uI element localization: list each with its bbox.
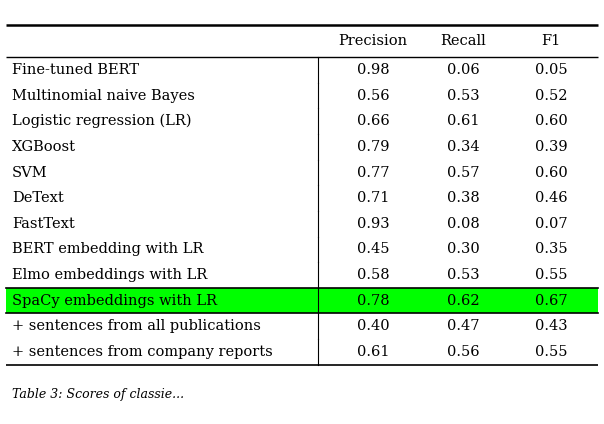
Text: Logistic regression (LR): Logistic regression (LR) [12, 114, 191, 128]
Text: Table 3: Scores of classie...: Table 3: Scores of classie... [12, 388, 184, 401]
Text: 0.66: 0.66 [356, 114, 390, 128]
Text: 0.62: 0.62 [447, 293, 480, 307]
Text: + sentences from all publications: + sentences from all publications [12, 319, 261, 333]
Text: 0.61: 0.61 [357, 345, 389, 359]
Text: 0.39: 0.39 [535, 140, 568, 154]
Text: 0.43: 0.43 [535, 319, 568, 333]
Text: 0.56: 0.56 [356, 89, 390, 103]
Text: 0.55: 0.55 [535, 268, 567, 282]
Text: 0.60: 0.60 [535, 165, 568, 179]
Bar [6, 288, 598, 313]
Text: 0.98: 0.98 [356, 63, 390, 77]
Text: 0.52: 0.52 [535, 89, 567, 103]
Text: + sentences from company reports: + sentences from company reports [12, 345, 273, 359]
Text: 0.93: 0.93 [356, 217, 390, 231]
Text: 0.53: 0.53 [447, 268, 480, 282]
Text: 0.77: 0.77 [357, 165, 389, 179]
Text: 0.46: 0.46 [535, 191, 568, 205]
Text: SpaCy embeddings with LR: SpaCy embeddings with LR [12, 293, 217, 307]
Text: 0.40: 0.40 [356, 319, 390, 333]
Text: 0.71: 0.71 [357, 191, 389, 205]
Text: 0.34: 0.34 [447, 140, 480, 154]
Text: 0.78: 0.78 [356, 293, 390, 307]
Text: 0.55: 0.55 [535, 345, 567, 359]
Text: BERT embedding with LR: BERT embedding with LR [12, 243, 204, 257]
Text: SVM: SVM [12, 165, 48, 179]
Text: 0.53: 0.53 [447, 89, 480, 103]
Text: FastText: FastText [12, 217, 75, 231]
Text: 0.05: 0.05 [535, 63, 568, 77]
Text: F1: F1 [542, 34, 561, 48]
Text: 0.60: 0.60 [535, 114, 568, 128]
Text: Recall: Recall [441, 34, 486, 48]
Text: Multinomial naive Bayes: Multinomial naive Bayes [12, 89, 195, 103]
Text: 0.30: 0.30 [447, 243, 480, 257]
Text: 0.07: 0.07 [535, 217, 568, 231]
Text: Elmo embeddings with LR: Elmo embeddings with LR [12, 268, 207, 282]
Text: 0.67: 0.67 [535, 293, 568, 307]
Text: 0.56: 0.56 [447, 345, 480, 359]
Text: 0.47: 0.47 [448, 319, 480, 333]
Text: 0.38: 0.38 [447, 191, 480, 205]
Text: 0.08: 0.08 [447, 217, 480, 231]
Text: 0.06: 0.06 [447, 63, 480, 77]
Text: Fine-tuned BERT: Fine-tuned BERT [12, 63, 139, 77]
Text: 0.57: 0.57 [448, 165, 480, 179]
Text: DeText: DeText [12, 191, 64, 205]
Text: Precision: Precision [338, 34, 408, 48]
Text: 0.79: 0.79 [357, 140, 389, 154]
Text: 0.45: 0.45 [357, 243, 389, 257]
Text: 0.61: 0.61 [448, 114, 480, 128]
Text: 0.35: 0.35 [535, 243, 568, 257]
Text: XGBoost: XGBoost [12, 140, 76, 154]
Text: 0.58: 0.58 [356, 268, 390, 282]
